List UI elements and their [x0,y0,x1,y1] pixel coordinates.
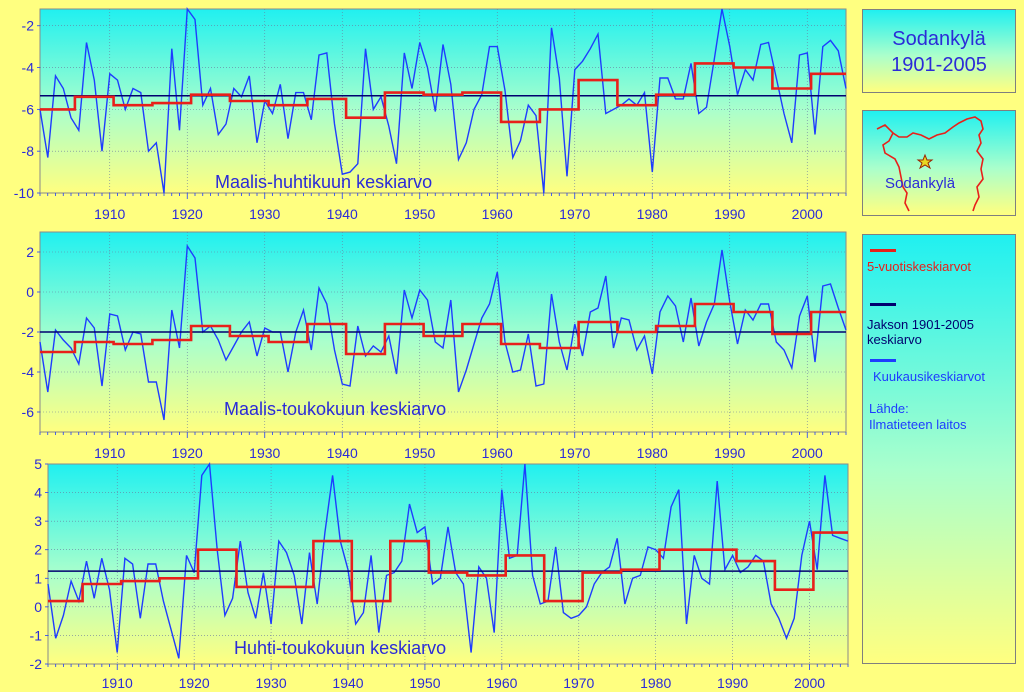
x-tick-label: 1950 [409,675,440,691]
y-tick-label: -6 [22,101,35,117]
map-station-label: Sodankylä [885,175,956,192]
y-tick-label: 2 [34,542,42,558]
x-tick-label: 1930 [249,445,280,461]
x-tick-label: 1910 [102,675,133,691]
chart-title: Maalis-huhtikuun keskiarvo [215,172,432,192]
x-tick-label: 1930 [255,675,286,691]
x-tick-label: 1960 [486,675,517,691]
y-tick-label: -2 [22,18,35,34]
source-label: Lähde: [869,401,909,416]
x-tick-label: 1970 [559,206,590,222]
y-tick-label: 0 [34,599,42,615]
chart-title: Maalis-toukokuun keskiarvo [224,399,446,419]
x-tick-label: 1920 [172,206,203,222]
x-tick-label: 1950 [404,206,435,222]
plot-area [39,8,847,194]
y-tick-label: 3 [34,513,42,529]
y-tick-label: -2 [30,656,43,672]
legend-monthly-label: Kuukausikeskiarvot [873,369,985,384]
map-outline [876,116,984,212]
chart-title: Huhti-toukokuun keskiarvo [234,638,446,658]
x-tick-label: 1910 [94,206,125,222]
x-tick-label: 1940 [327,445,358,461]
x-tick-label: 1920 [172,445,203,461]
x-tick-label: 1910 [94,445,125,461]
y-tick-label: 5 [34,456,42,472]
title-panel: Sodankylä 1901-2005 [862,9,1016,93]
chart-1: -10 -8 -6 -4 -2 1910 1920 1930 1940 1950 1960 1970 1… [14,7,847,222]
x-tick-label: 1940 [332,675,363,691]
period-label: 1901-2005 [891,54,987,76]
y-tick-label: 0 [26,284,34,300]
chart-2: -6 -4 -2 0 2 1910 1920 1930 1940 1950 1960 1970 1980… [22,231,847,461]
legend-monthly-swatch [870,359,896,362]
x-tick-label: 2000 [792,445,823,461]
x-tick-label: 1960 [482,445,513,461]
station-name: Sodankylä [892,28,986,50]
y-tick-label: -2 [22,324,35,340]
y-tick-label: -8 [22,143,35,159]
series-monthly-line [39,7,847,194]
y-tick-label: 1 [34,570,42,586]
legend-five-year-swatch [870,249,896,252]
legend-panel: 5-vuotiskeskiarvot Jakson 1901-2005 kesk… [862,234,1016,664]
legend-period-mean-swatch [870,303,896,306]
x-tick-label: 1950 [404,445,435,461]
series-five-year-line [48,531,848,603]
station-star-icon [916,153,934,170]
y-tick-label: 2 [26,244,34,260]
finland-map [876,116,984,212]
x-tick-label: 1990 [714,206,745,222]
legend-period-mean-label: Jakson 1901-2005 keskiarvo [867,317,974,347]
location-map-panel: Sodankylä [862,110,1016,216]
x-tick-label: 1980 [637,206,668,222]
x-tick-label: 1940 [327,206,358,222]
x-tick-label: 1970 [559,445,590,461]
series-monthly-line [47,461,849,659]
legend-five-year-label: 5-vuotiskeskiarvot [867,259,972,274]
y-tick-label: -10 [14,185,34,201]
chart-3: -2 -1 0 1 2 3 4 5 1910 1920 1930 1940 1950 1960 1970 19… [30,456,849,691]
x-tick-label: 1970 [563,675,594,691]
y-tick-label: -6 [22,404,35,420]
series-five-year-line [40,62,846,124]
x-tick-label: 1980 [637,445,668,461]
y-tick-label: -4 [22,60,35,76]
x-tick-label: 1930 [249,206,280,222]
x-tick-label: 1920 [179,675,210,691]
source-value: Ilmatieteen laitos [869,417,967,432]
y-tick-label: -4 [22,364,35,380]
x-tick-label: 2000 [792,206,823,222]
x-tick-label: 1990 [717,675,748,691]
x-tick-label: 1990 [714,445,745,461]
series-monthly-line [39,243,847,421]
series-five-year-line [40,302,846,356]
y-tick-label: -1 [30,627,43,643]
x-tick-label: 1980 [640,675,671,691]
x-tick-label: 2000 [794,675,825,691]
y-tick-label: 4 [34,485,42,501]
x-tick-label: 1960 [482,206,513,222]
